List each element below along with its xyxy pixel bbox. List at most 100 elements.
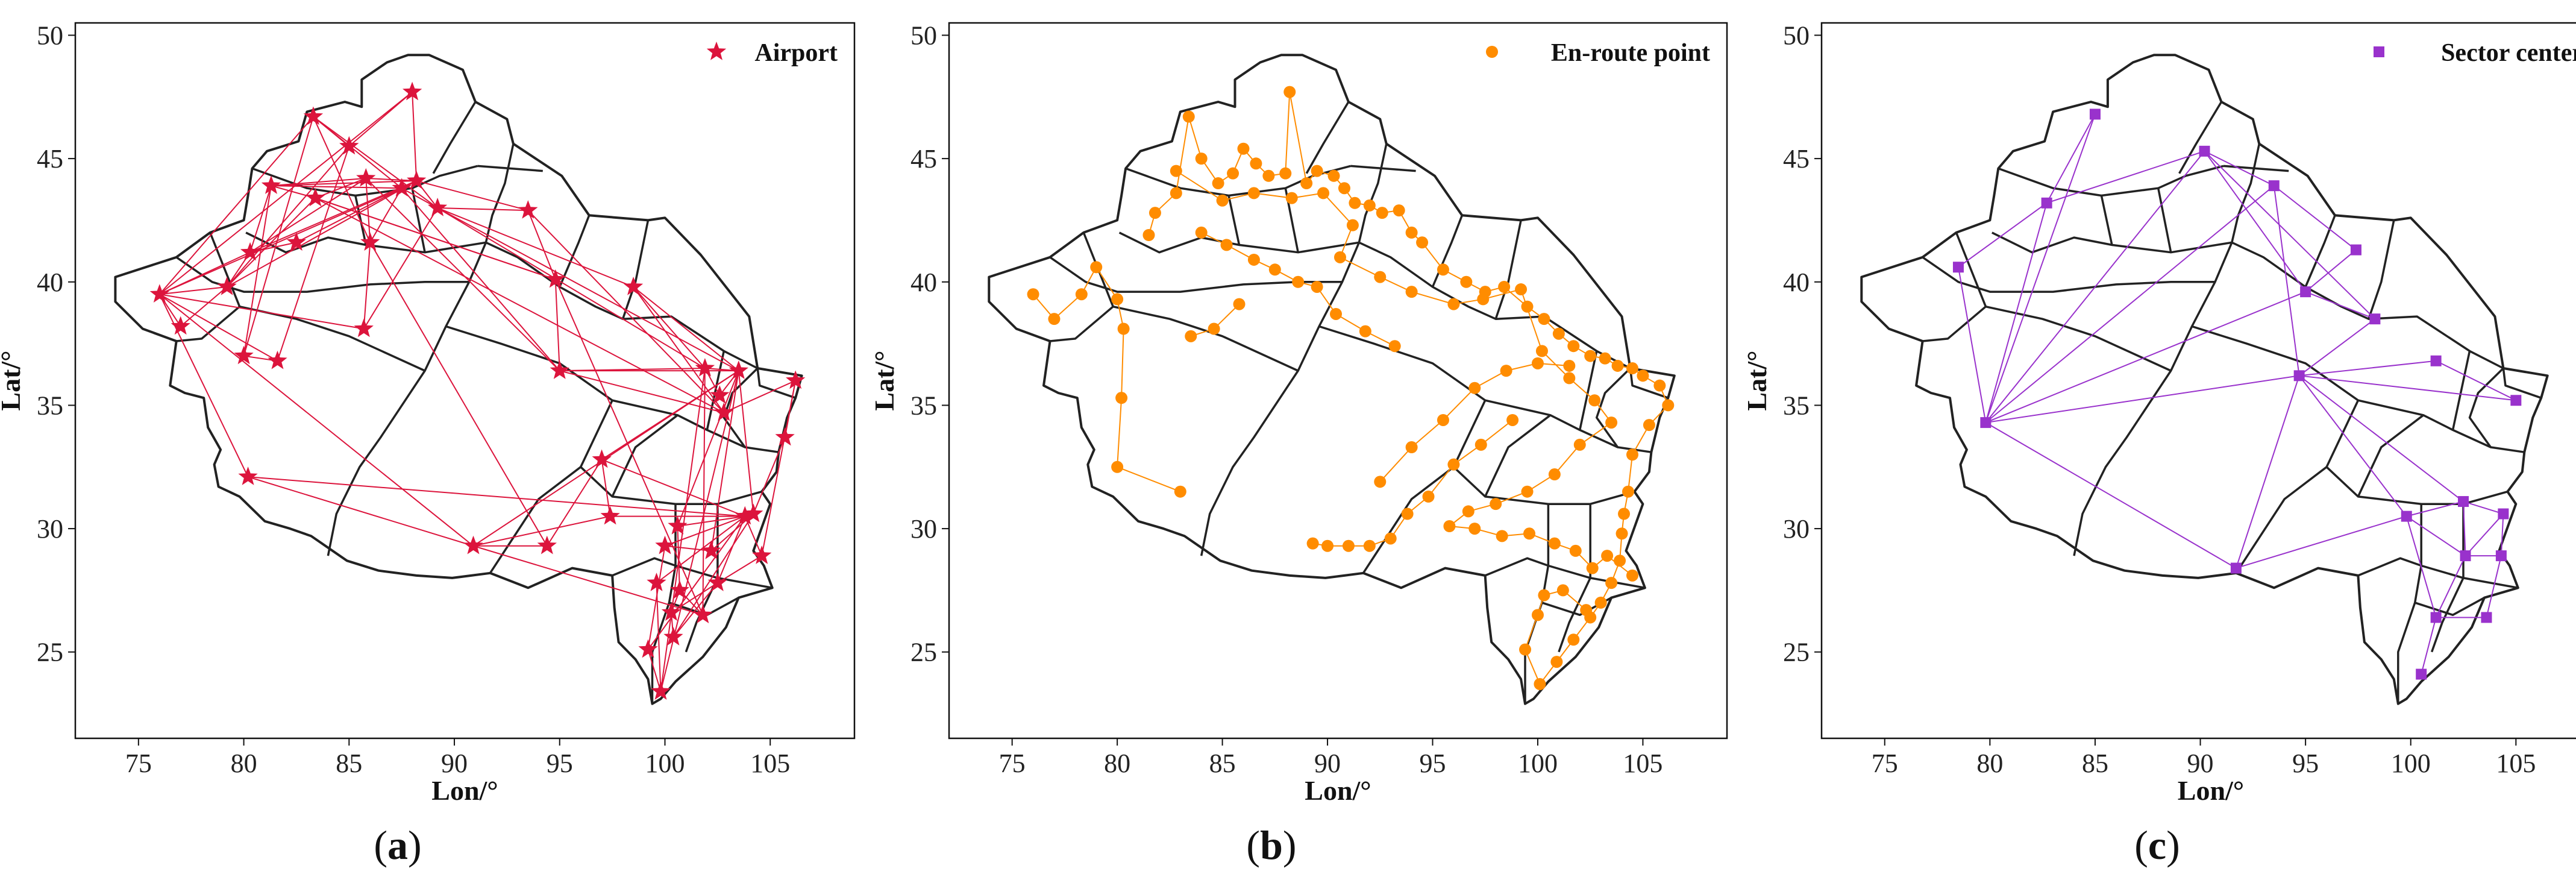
caption-letter-c: c <box>2148 822 2166 868</box>
route-segment <box>1481 419 1513 445</box>
en-route-point-marker <box>1538 313 1550 325</box>
airport-marker <box>663 627 683 646</box>
network-edge <box>271 180 417 187</box>
route-segment <box>1443 388 1476 421</box>
network-edge <box>2486 555 2502 618</box>
sector-center-marker <box>2300 286 2311 298</box>
en-route-point-marker <box>1626 448 1638 461</box>
en-route-point-marker <box>1393 204 1405 217</box>
sector-boundary <box>2101 165 2224 197</box>
sector-boundary <box>366 241 486 254</box>
sector-center-marker <box>1980 417 1992 429</box>
network-edge <box>717 555 762 583</box>
sector-boundary <box>2468 367 2504 448</box>
sector-boundary <box>706 351 725 430</box>
en-route-point-marker <box>1437 263 1449 276</box>
network-edge <box>248 476 745 517</box>
airport-marker <box>360 232 380 251</box>
en-route-point-marker <box>1500 365 1512 377</box>
en-route-point-marker <box>1384 532 1397 545</box>
route-segment <box>1175 116 1189 193</box>
network-edge <box>1985 185 2275 423</box>
x-tick-label: 100 <box>2391 749 2431 778</box>
y-tick-label: 50 <box>910 20 937 50</box>
en-route-point-marker <box>1531 357 1544 369</box>
network-edge <box>1985 375 2299 424</box>
y-tick-label: 45 <box>1783 144 1810 174</box>
route-segment <box>1483 289 1521 300</box>
airport-marker <box>518 200 538 219</box>
en-route-point-marker <box>1605 416 1618 429</box>
airport-marker <box>695 358 715 377</box>
sector-center-marker <box>2089 108 2101 120</box>
sector-boundary <box>1125 167 1229 197</box>
network-edge <box>2406 515 2466 556</box>
sector-center-marker <box>2230 562 2242 574</box>
y-tick-label: 30 <box>910 514 937 544</box>
airport-marker <box>217 277 237 295</box>
sector-center-marker <box>1952 262 1964 273</box>
airport-marker <box>661 602 682 621</box>
sector-boundary <box>685 504 719 653</box>
x-axis-label: Lon/° <box>1305 775 1371 806</box>
sector-boundary <box>1922 256 2215 293</box>
x-tick-label: 85 <box>1209 749 1236 778</box>
sector-center-marker <box>2495 550 2507 562</box>
airport-marker <box>600 506 620 525</box>
airport-marker <box>303 106 324 125</box>
en-route-point-marker <box>1643 419 1655 432</box>
en-route-point-marker <box>1550 656 1563 668</box>
network-edge <box>601 459 611 517</box>
y-axis-label: Lat/° <box>0 350 26 410</box>
panel-b: 75 80 85 90 95 100 105 25 30 35 40 45 50 Lon/° Lat/° En… <box>869 20 1728 806</box>
airport-marker <box>537 535 557 555</box>
network-edge <box>2436 360 2516 401</box>
sector-boundary <box>1484 414 1551 497</box>
sector-center-marker <box>2498 508 2509 520</box>
sector-center-marker <box>2369 313 2381 325</box>
y-tick-label: 35 <box>37 391 63 420</box>
sector-boundary <box>1452 400 1635 505</box>
network-edge <box>369 242 548 547</box>
en-route-point-marker <box>1605 577 1618 589</box>
network-edge <box>656 583 662 692</box>
sector-boundary <box>2325 400 2508 505</box>
en-route-point-marker <box>1237 142 1250 155</box>
sector-boundary <box>485 241 758 369</box>
y-tick-label: 35 <box>1783 391 1810 420</box>
network-edge <box>2273 186 2300 376</box>
en-route-point-marker <box>1567 340 1580 353</box>
route-segment <box>1525 649 1541 685</box>
en-route-point-marker <box>1090 261 1103 274</box>
network-edge <box>665 545 712 551</box>
route-segment <box>1525 615 1538 650</box>
network-edge <box>2465 513 2504 556</box>
network-edge <box>227 180 417 287</box>
airport-marker <box>171 316 190 335</box>
en-route-point-marker <box>1185 330 1197 342</box>
en-route-point-marker <box>1611 359 1624 372</box>
caption-b: (b) <box>1246 822 1296 868</box>
network-edge <box>1957 267 1987 423</box>
network-edge <box>366 177 417 181</box>
network-edge <box>2435 555 2466 618</box>
x-tick-label: 85 <box>336 749 362 778</box>
en-route-point-marker <box>1584 350 1597 362</box>
sector-boundary <box>1992 195 2113 254</box>
airport-marker <box>638 639 658 658</box>
en-route-point-marker <box>1349 196 1361 209</box>
legend-marker <box>1486 46 1498 58</box>
en-route-point-marker <box>1437 413 1449 426</box>
route-segment <box>1520 289 1543 351</box>
en-route-point-marker <box>1615 527 1628 540</box>
en-route-point-marker <box>1468 382 1481 394</box>
en-route-point-marker <box>1342 539 1355 552</box>
x-tick-label: 95 <box>1420 749 1446 778</box>
network-edge <box>158 294 249 477</box>
network-edge <box>559 368 705 372</box>
en-route-point-marker <box>1285 192 1298 204</box>
network-edge <box>2046 113 2096 204</box>
sector-boundary <box>2231 143 2261 243</box>
network-edge <box>226 197 316 287</box>
